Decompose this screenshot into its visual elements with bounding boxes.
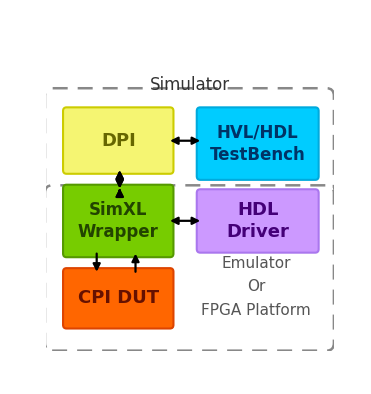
Text: Simulator: Simulator [150, 76, 230, 94]
Text: CPI DUT: CPI DUT [78, 289, 159, 307]
Text: SimXL
Wrapper: SimXL Wrapper [78, 201, 159, 241]
FancyBboxPatch shape [63, 185, 174, 257]
FancyArrowPatch shape [132, 256, 138, 272]
FancyBboxPatch shape [197, 107, 319, 180]
FancyArrowPatch shape [93, 254, 100, 269]
FancyArrowPatch shape [116, 190, 123, 197]
FancyArrowPatch shape [116, 190, 123, 197]
FancyBboxPatch shape [197, 189, 319, 253]
FancyArrowPatch shape [173, 138, 198, 144]
FancyArrowPatch shape [116, 173, 123, 186]
Text: HDL
Driver: HDL Driver [226, 201, 289, 241]
FancyBboxPatch shape [45, 185, 334, 351]
FancyBboxPatch shape [63, 107, 174, 174]
FancyArrowPatch shape [116, 173, 123, 186]
FancyBboxPatch shape [45, 88, 334, 196]
Text: DPI: DPI [101, 132, 136, 150]
Text: Emulator
Or
FPGA Platform: Emulator Or FPGA Platform [201, 256, 311, 318]
FancyBboxPatch shape [63, 268, 174, 329]
FancyArrowPatch shape [173, 218, 198, 224]
Text: HVL/HDL
TestBench: HVL/HDL TestBench [210, 123, 306, 164]
